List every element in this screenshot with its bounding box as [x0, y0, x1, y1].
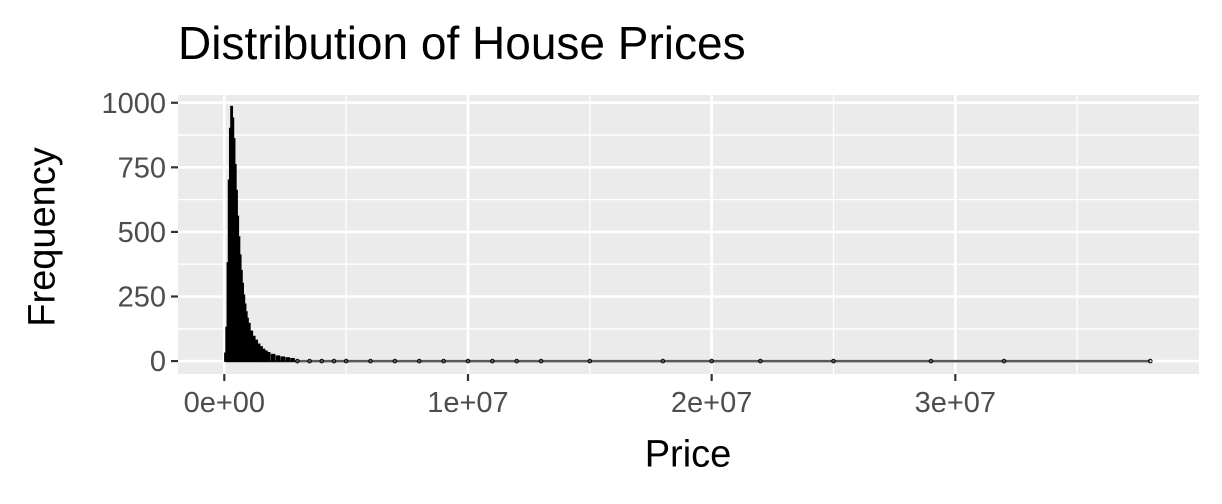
- histogram-bar: [1147, 358, 1153, 364]
- histogram-bar: [331, 358, 337, 364]
- histogram-bar: [265, 352, 271, 362]
- plot-panel: [178, 95, 1199, 374]
- histogram-bar: [319, 358, 325, 364]
- histogram-bar: [285, 357, 290, 362]
- y-tick-label: 250: [118, 282, 166, 314]
- x-tick-label: 1e+07: [427, 387, 508, 419]
- histogram-bar: [307, 358, 312, 364]
- histogram-bar: [416, 358, 422, 364]
- x-tick-label: 3e+07: [915, 387, 996, 419]
- y-tick-label: 0: [150, 346, 166, 378]
- histogram-bar: [538, 358, 544, 364]
- histogram-bar: [465, 358, 471, 364]
- x-axis-label: Price: [644, 433, 732, 476]
- histogram-bar: [295, 358, 300, 364]
- histogram-bar: [270, 353, 276, 362]
- histogram-bar: [343, 358, 349, 364]
- x-tick-label: 2e+07: [671, 387, 752, 419]
- y-tick-label: 750: [118, 152, 166, 184]
- chart-title: Distribution of House Prices: [178, 17, 746, 69]
- histogram-bar: [490, 358, 495, 364]
- histogram-bar: [928, 358, 934, 364]
- histogram-bar: [290, 357, 295, 362]
- histogram-bar: [280, 356, 286, 362]
- histogram-bar: [660, 358, 666, 364]
- histogram-bar: [441, 358, 446, 364]
- histogram-bar: [758, 358, 763, 364]
- histogram-bar: [392, 358, 398, 364]
- y-tick-label: 1000: [101, 88, 166, 120]
- x-tick-label: 0e+00: [184, 387, 265, 419]
- histogram-bar: [368, 358, 373, 364]
- histogram-bar: [1001, 358, 1007, 364]
- histogram-bar: [587, 358, 593, 364]
- histogram-bar: [275, 355, 281, 362]
- histogram-bar: [831, 358, 836, 364]
- histogram-bar: [709, 358, 714, 364]
- histogram-bar: [514, 358, 520, 364]
- y-tick-label: 500: [118, 217, 166, 249]
